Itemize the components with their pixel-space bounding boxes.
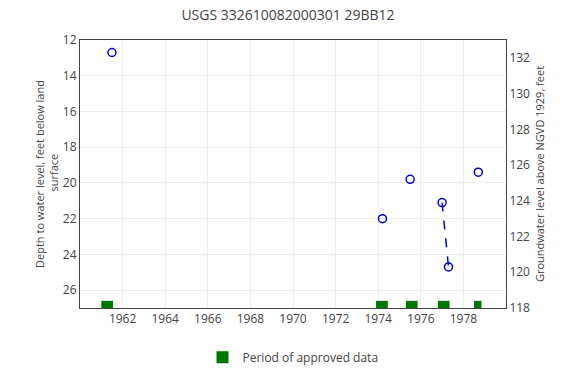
svg-text:16: 16: [63, 103, 77, 120]
svg-text:126: 126: [509, 156, 530, 173]
svg-text:1970: 1970: [279, 310, 307, 327]
svg-text:120: 120: [509, 263, 530, 280]
svg-text:1962: 1962: [109, 310, 137, 327]
svg-text:118: 118: [509, 299, 530, 316]
svg-text:130: 130: [509, 85, 530, 102]
svg-text:1976: 1976: [407, 310, 435, 327]
svg-text:128: 128: [509, 121, 530, 138]
svg-text:1972: 1972: [322, 310, 350, 327]
svg-text:1978: 1978: [450, 310, 478, 327]
svg-text:1968: 1968: [237, 310, 265, 327]
svg-text:26: 26: [63, 281, 77, 298]
svg-text:1966: 1966: [194, 310, 222, 327]
svg-text:14: 14: [63, 67, 77, 84]
svg-text:24: 24: [63, 246, 77, 263]
svg-text:132: 132: [509, 49, 530, 66]
svg-text:USGS 332610082000301 29BB12: USGS 332610082000301 29BB12: [181, 5, 394, 24]
svg-text:20: 20: [63, 174, 77, 191]
svg-text:1964: 1964: [151, 310, 179, 327]
svg-text:Groundwater level above NGVD 1: Groundwater level above NGVD 1929, feet: [532, 66, 547, 282]
svg-text:Period of approved data: Period of approved data: [243, 349, 379, 366]
svg-text:1974: 1974: [364, 310, 392, 327]
svg-text:122: 122: [509, 228, 530, 245]
svg-text:124: 124: [509, 192, 530, 209]
svg-text:Depth to water level, feet bel: Depth to water level, feet below land su…: [32, 80, 61, 268]
svg-text:22: 22: [63, 210, 77, 227]
svg-text:18: 18: [63, 138, 77, 155]
svg-text:12: 12: [63, 31, 77, 48]
